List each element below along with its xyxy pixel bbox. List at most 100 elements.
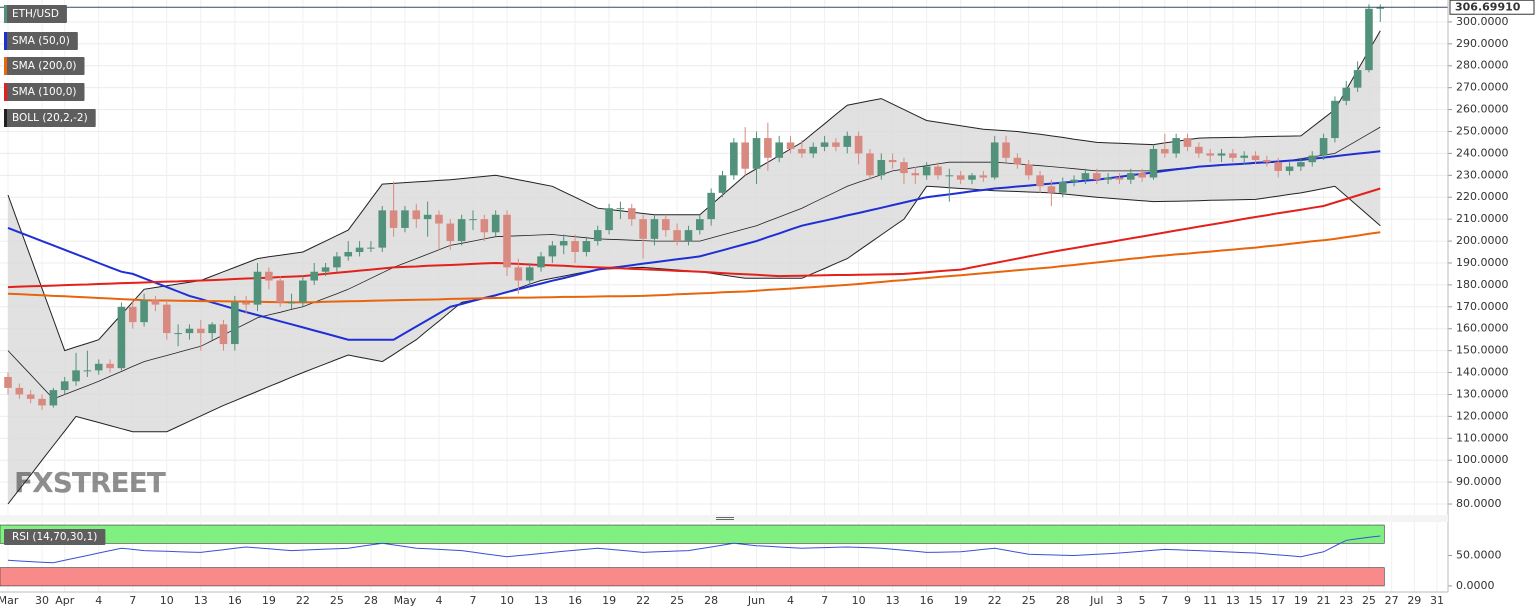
candle-body: [208, 324, 216, 334]
x-tick-label: 28: [1056, 594, 1070, 607]
candle-body: [1047, 186, 1056, 193]
candle-body: [616, 208, 625, 210]
candle-body: [945, 175, 954, 177]
candle-body: [820, 142, 829, 147]
x-tick-label: 13: [534, 594, 548, 607]
candle-body: [843, 135, 852, 147]
candle-body: [888, 159, 897, 163]
candle-body: [1308, 155, 1317, 163]
candle-body: [798, 149, 806, 154]
rsi-band: [0, 567, 1385, 587]
candle-body: [866, 153, 874, 176]
y-tick-label: 120.0000: [1456, 409, 1509, 422]
x-tick-label: Jul: [1089, 594, 1103, 607]
candle-body: [661, 219, 670, 231]
candle-body: [1115, 177, 1124, 180]
legend-box: [4, 109, 96, 127]
sma-line: [7, 231, 1381, 304]
candle-body: [627, 208, 636, 220]
candle-body: [786, 142, 795, 150]
candle-body: [299, 280, 307, 303]
legend-label: SMA (100,0): [12, 86, 77, 98]
y-tick-label: 80.0000: [1456, 497, 1502, 510]
x-tick-label: 10: [500, 594, 514, 607]
candle-body: [1206, 153, 1214, 156]
x-tick-label: 4: [95, 594, 102, 607]
x-tick-label: 10: [160, 594, 174, 607]
candle-body: [741, 142, 749, 169]
candle-body: [1195, 146, 1203, 154]
y-tick-label: 190.0000: [1456, 256, 1509, 269]
sma-line: [7, 187, 1381, 289]
y-tick-label: 220.0000: [1456, 190, 1509, 203]
x-tick-label: 4: [435, 594, 442, 607]
legend-box: [4, 83, 85, 101]
x-tick-label: 4: [787, 594, 794, 607]
y-tick-label: 130.0000: [1456, 387, 1509, 400]
x-tick-label: 13: [1226, 594, 1240, 607]
candle-body: [922, 166, 931, 176]
x-tick-label: 25: [330, 594, 344, 607]
candle-body: [639, 219, 647, 239]
candle-body: [219, 324, 228, 345]
candle-body: [832, 142, 840, 147]
x-tick-label: 28: [704, 594, 718, 607]
candle-body: [956, 175, 965, 180]
candle-body: [525, 267, 534, 281]
y-tick-label: 170.0000: [1456, 300, 1509, 313]
x-tick-label: 28: [364, 594, 378, 607]
candle-body: [809, 146, 818, 154]
y-tick-label: 90.0000: [1456, 475, 1502, 488]
candle-body: [1172, 138, 1180, 154]
bollinger-band: [8, 30, 1381, 504]
x-tick-label: 7: [129, 594, 136, 607]
candle-body: [1331, 100, 1339, 139]
candle-body: [367, 247, 375, 249]
candle-body: [1070, 179, 1078, 182]
x-tick-label: 10: [852, 594, 866, 607]
plot: [0, 4, 1385, 587]
y-tick-label: 160.0000: [1456, 322, 1509, 335]
x-tick-label: Mar: [0, 594, 19, 607]
x-tick-label: 3: [1116, 594, 1123, 607]
candle-body: [389, 210, 398, 228]
panel-separator[interactable]: [0, 515, 1448, 522]
x-tick-label: 23: [1339, 594, 1353, 607]
candle-body: [1365, 8, 1373, 71]
grip[interactable]: [716, 517, 734, 520]
candle-body: [231, 302, 239, 345]
x-tick-label: 7: [469, 594, 476, 607]
candle-body: [1058, 181, 1067, 193]
candle-body: [491, 214, 500, 233]
candle-body: [1353, 70, 1362, 88]
candle-body: [253, 271, 262, 305]
y-tick-label: 0.0000: [1456, 579, 1495, 592]
candle-body: [1161, 149, 1169, 154]
candle-body: [1036, 175, 1044, 187]
candle-body: [1013, 157, 1022, 165]
candle-body: [242, 302, 250, 305]
candle-body: [673, 230, 681, 242]
candle-body: [537, 256, 545, 268]
x-tick-label: 19: [1294, 594, 1308, 607]
candle-body: [990, 142, 999, 178]
y-tick-label: 230.0000: [1456, 168, 1509, 181]
candle-body: [582, 241, 591, 253]
candle-body: [480, 219, 489, 233]
candle-body: [174, 333, 182, 335]
y-tick-label: 110.0000: [1456, 431, 1509, 444]
y-tick-label: 50.0000: [1456, 548, 1502, 561]
candle-body: [72, 370, 80, 382]
candle-body: [854, 135, 863, 154]
x-tick-label: Apr: [55, 594, 75, 607]
x-tick-label: 21: [1317, 594, 1331, 607]
x-tick-label: 22: [296, 594, 310, 607]
candle-body: [321, 267, 330, 272]
x-tick-label: 11: [1203, 594, 1217, 607]
y-tick-label: 250.0000: [1456, 124, 1509, 137]
candle-body: [1251, 155, 1260, 160]
candle-body: [4, 376, 12, 388]
legend-label: SMA (50,0): [12, 35, 70, 47]
x-tick-label: 16: [568, 594, 582, 607]
